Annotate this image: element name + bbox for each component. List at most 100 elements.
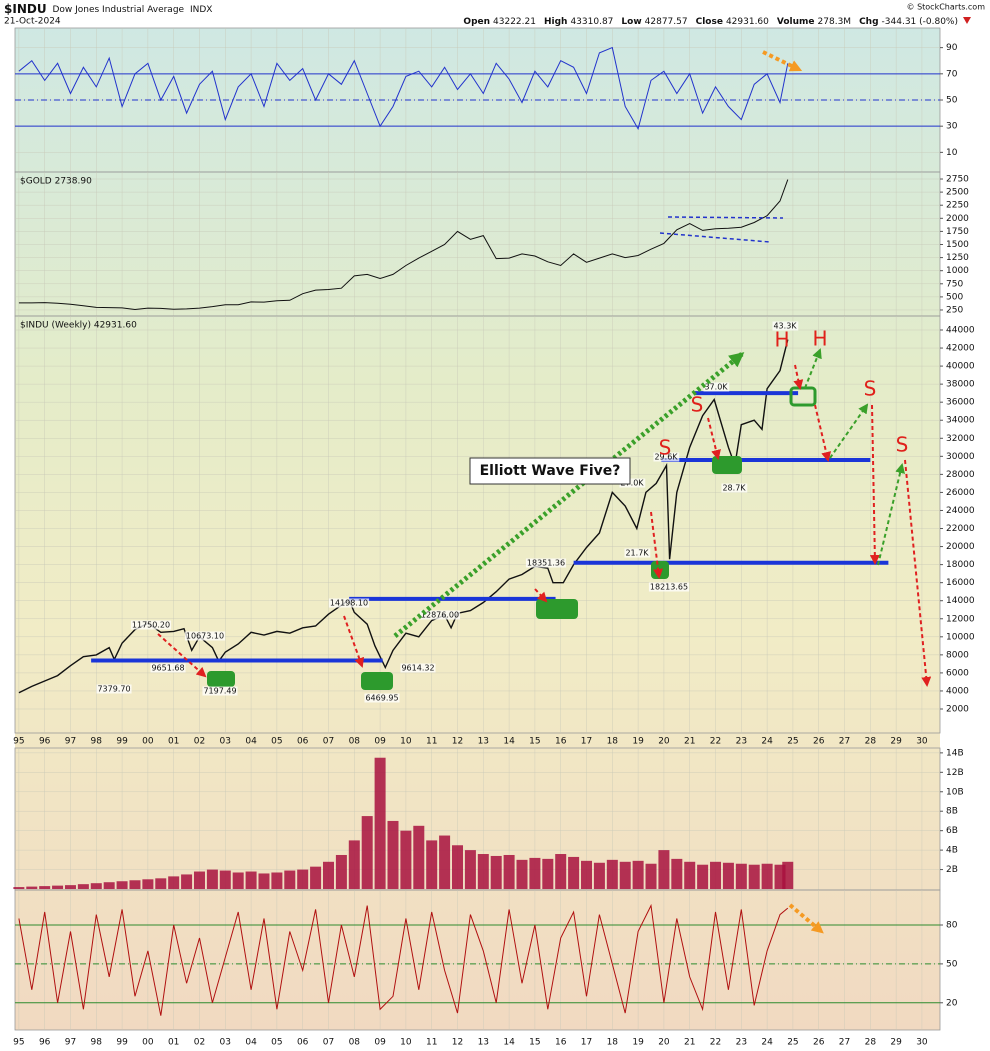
support-box: [536, 599, 578, 619]
x-tick-label: 00: [142, 1038, 154, 1048]
volume-bar: [374, 757, 386, 890]
down-arrow: [157, 633, 207, 678]
point-label: 14198.10: [330, 599, 368, 608]
x-tick-label: 13: [478, 1038, 489, 1048]
quote-line: Open 43222.21 High 43310.87 Low 42877.57 Close…: [463, 17, 958, 27]
panel-border: [14, 315, 941, 734]
y-tick-label: 32000: [946, 434, 975, 444]
volume-bar: [735, 863, 747, 890]
volume-bar: [206, 869, 218, 890]
volume-bar: [271, 872, 283, 890]
point-label-bg: [150, 663, 186, 673]
support-box: [361, 672, 393, 690]
x-tick-label: 25: [787, 1038, 798, 1048]
point-label-bg: [653, 452, 680, 462]
point-label: 27.0K: [620, 479, 644, 488]
point-label-bg: [184, 631, 226, 641]
y-tick-label: 44000: [946, 325, 975, 335]
point-label: 18213.65: [650, 583, 688, 592]
x-tick-label: 15: [529, 737, 540, 747]
x-tick-label: 24: [761, 1038, 773, 1048]
volume-bar: [400, 830, 412, 890]
point-label: 18351.36: [527, 559, 565, 568]
x-tick-label: 98: [91, 1038, 103, 1048]
y-tick-label: 36000: [946, 398, 975, 408]
point-label-bg: [202, 686, 238, 696]
x-tick-label: 09: [374, 737, 386, 747]
x-tick-label: 28: [865, 737, 877, 747]
quote-value: -344.31 (-0.80%): [882, 17, 958, 27]
y-tick-label: 18000: [946, 560, 975, 570]
y-tick-label: 2500: [946, 188, 969, 198]
volume-bar: [503, 854, 515, 890]
x-tick-label: 95: [13, 737, 24, 747]
y-tick-label: 42000: [946, 344, 975, 354]
y-tick-label: 2000: [946, 704, 969, 714]
down-arrow: [650, 511, 663, 579]
volume-bar: [555, 854, 567, 890]
x-tick-label: 99: [116, 737, 128, 747]
point-label-bg: [624, 548, 651, 558]
x-tick-label: 10: [400, 1038, 412, 1048]
annotation-box: [469, 457, 631, 485]
y-tick-label: 70: [946, 69, 958, 79]
y-tick-label: 12B: [946, 768, 964, 778]
volume-bar: [490, 855, 502, 890]
x-tick-label: 27: [839, 1038, 850, 1048]
quote-value: 43222.21: [493, 17, 536, 27]
x-tick-label: 26: [813, 737, 825, 747]
volume-bar: [439, 835, 451, 890]
volume-bar: [39, 886, 51, 890]
legend: $GOLD 2738.90: [20, 177, 92, 187]
volume-bar: [193, 871, 205, 890]
x-tick-label: 01: [168, 737, 179, 747]
y-tick-label: 1000: [946, 266, 969, 276]
exchange: INDX: [190, 5, 212, 15]
point-label: 28.7K: [722, 484, 746, 493]
down-arrow: [343, 615, 364, 668]
y-tick-label: 14000: [946, 596, 975, 606]
y-tick-label: 22000: [946, 524, 975, 534]
x-tick-label: 04: [245, 1038, 257, 1048]
pattern-line: [659, 232, 771, 243]
series-line: [18, 179, 789, 311]
y-tick-label: 80: [946, 921, 958, 931]
x-tick-label: 19: [632, 1038, 644, 1048]
x-tick-label: 06: [297, 1038, 309, 1048]
y-tick-label: 500: [946, 292, 963, 302]
volume-bar: [129, 880, 141, 890]
volume-bar: [581, 860, 593, 890]
y-tick-label: 28000: [946, 470, 975, 480]
volume-bar: [774, 864, 786, 890]
down-arrow: [869, 404, 880, 565]
volume-bar: [348, 840, 360, 890]
x-tick-label: 16: [555, 737, 567, 747]
quote-value: 42931.60: [726, 17, 769, 27]
y-tick-label: 30: [946, 122, 958, 132]
x-tick-label: 12: [452, 1038, 463, 1048]
panel-border: [14, 889, 941, 1031]
point-label-bg: [130, 620, 172, 630]
x-tick-label: 25: [787, 737, 798, 747]
point-label: 12876.00: [421, 611, 459, 620]
x-tick-label: 12: [452, 737, 463, 747]
volume-bar: [413, 825, 425, 890]
pattern-label: S: [896, 433, 909, 457]
x-tick-label: 04: [245, 737, 257, 747]
x-tick-label: 11: [426, 1038, 437, 1048]
y-tick-label: 34000: [946, 416, 975, 426]
pattern-label: S: [864, 377, 877, 401]
x-tick-label: 21: [684, 737, 695, 747]
volume-bar: [387, 820, 399, 890]
quote-value: 43310.87: [570, 17, 613, 27]
point-label: 43.3K: [773, 322, 797, 331]
point-label-bg: [96, 684, 132, 694]
down-icon: [963, 17, 971, 24]
point-label: 9614.32: [401, 664, 434, 673]
series-line: [18, 903, 789, 1016]
volume-bar: [529, 857, 541, 890]
support-box: [207, 671, 235, 687]
volume-bar: [232, 872, 244, 890]
